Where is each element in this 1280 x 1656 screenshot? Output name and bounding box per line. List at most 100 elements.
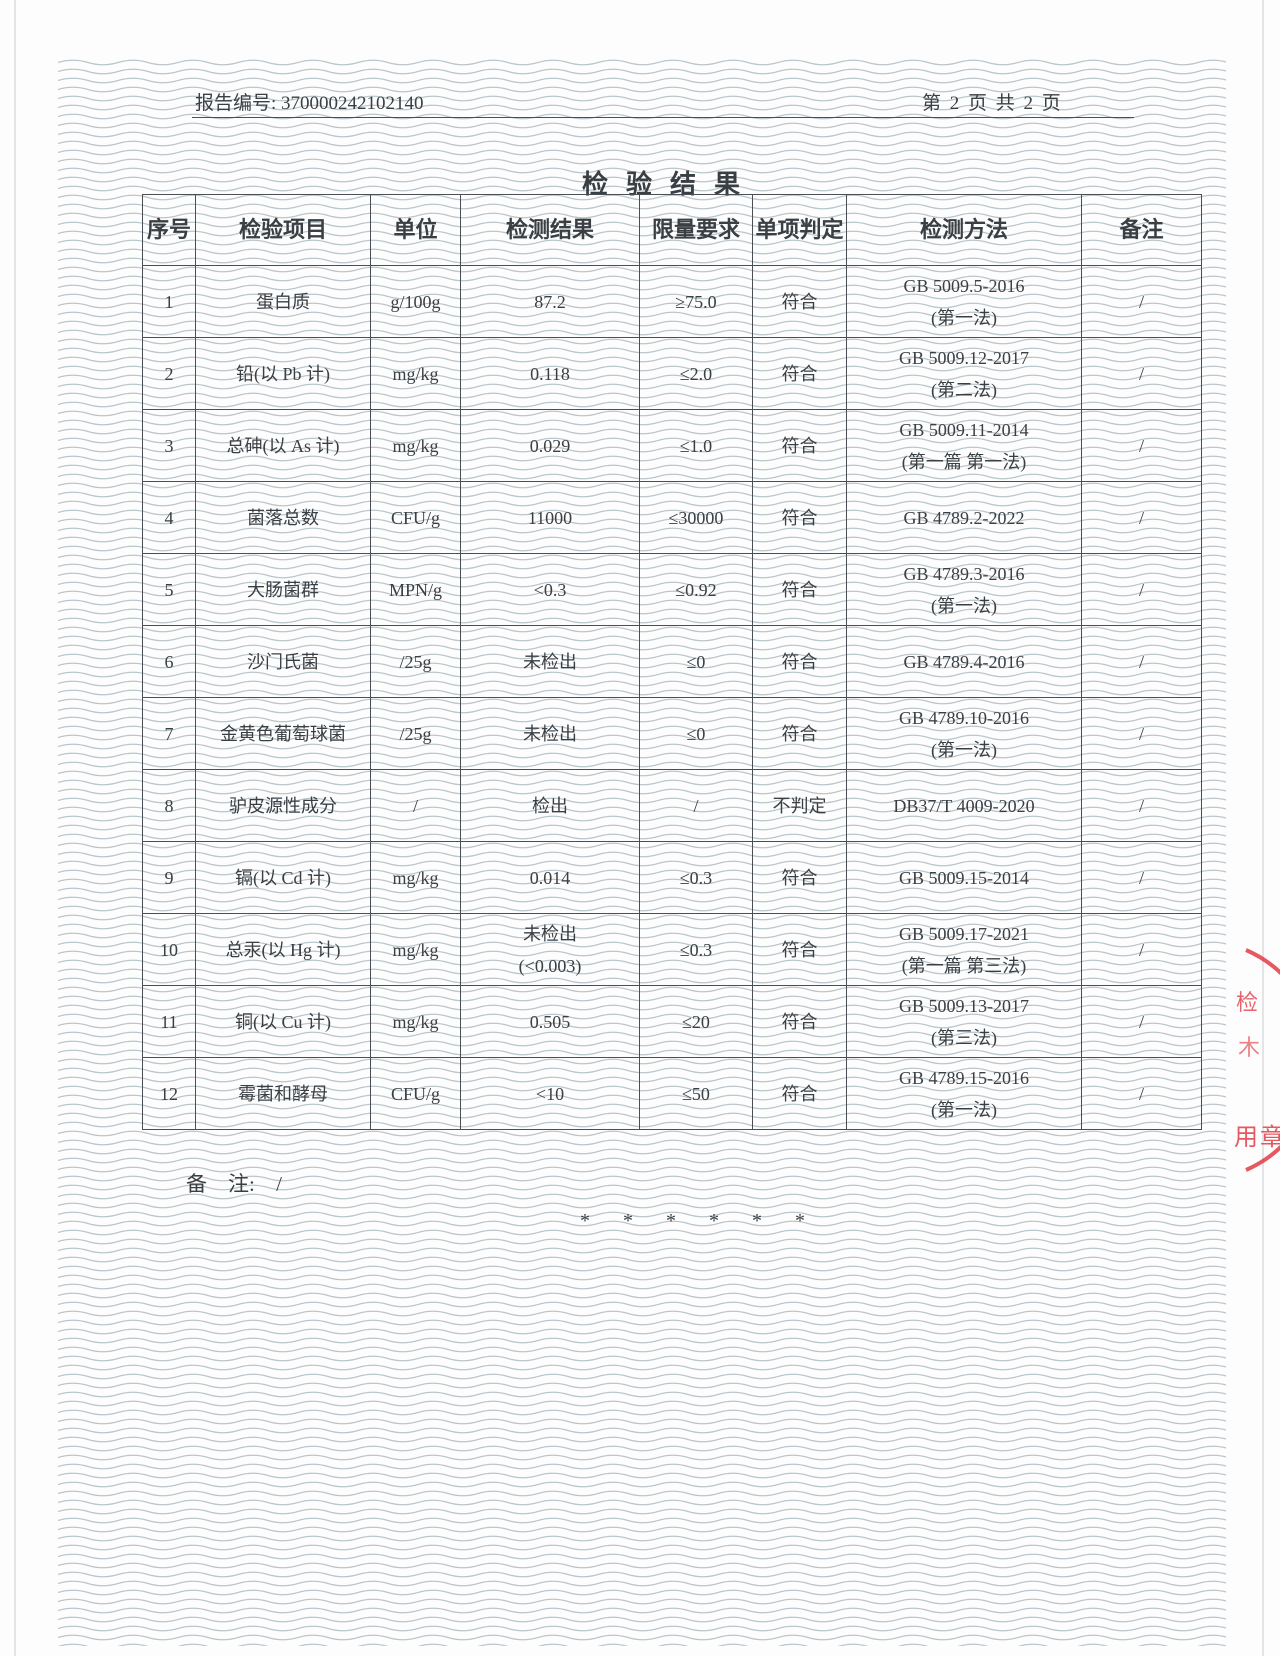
cell-unit: CFU/g [370, 1057, 461, 1130]
cell-verdict-text: 符合 [781, 435, 818, 456]
column-header: 检测结果 [460, 194, 640, 266]
cell-verdict-text: 符合 [781, 1083, 818, 1104]
results-table: 序号 检验项目 单位 检测结果 限量要求 单项判定 检测方法 备注 1 蛋白质 g/100g 87.… [142, 194, 1202, 1130]
cell-no-text: 10 [160, 939, 178, 960]
cell-remark: / [1081, 697, 1202, 770]
cell-result-text: 0.118 [530, 363, 570, 384]
svg-text:木: 木 [1238, 1035, 1260, 1060]
cell-method-line2: (第一篇 第一法) [901, 451, 1027, 472]
cell-limit: ≤0 [639, 625, 753, 698]
cell-result: 检出 [460, 769, 640, 842]
cell-no: 1 [142, 265, 196, 338]
cell-remark-text: / [1138, 1083, 1144, 1104]
cell-remark-text: / [1138, 795, 1144, 816]
cell-unit-text: /25g [399, 723, 432, 744]
cell-unit: /25g [370, 625, 461, 698]
cell-no-text: 11 [160, 1011, 178, 1032]
cell-method: DB37/T 4009-2020 [846, 769, 1082, 842]
cell-method-line2: (第二法) [931, 379, 997, 400]
cell-unit: /25g [370, 697, 461, 770]
table-row: 10 总汞(以 Hg 计) mg/kg 未检出 (<0.003) ≤0.3 符合 GB 500… [142, 913, 1202, 986]
official-seal-stamp: 检 木 用 章 [1234, 948, 1280, 1172]
cell-remark: / [1081, 409, 1202, 482]
cell-item: 菌落总数 [195, 481, 371, 554]
cell-item-text: 铜(以 Cu 计) [235, 1011, 331, 1032]
table-row: 11 铜(以 Cu 计) mg/kg 0.505 ≤20 符合 GB 5009.13-201… [142, 985, 1202, 1058]
cell-method-text: GB 4789.10-2016 [899, 707, 1029, 728]
cell-no-text: 2 [164, 363, 174, 384]
cell-unit-text: CFU/g [390, 507, 441, 528]
scan-edge-right [1262, 0, 1264, 1656]
notes: 备 注: / [186, 1168, 282, 1198]
cell-method-text: GB 5009.11-2014 [899, 419, 1029, 440]
cell-limit: / [639, 769, 753, 842]
cell-method-line2: (第三法) [931, 1027, 997, 1048]
cell-unit: CFU/g [370, 481, 461, 554]
cell-unit: mg/kg [370, 913, 461, 986]
cell-no: 3 [142, 409, 196, 482]
cell-result-text: 未检出 [523, 923, 577, 944]
cell-method: GB 5009.13-2017 (第三法) [846, 985, 1082, 1058]
svg-text:用: 用 [1234, 1125, 1258, 1151]
cell-remark: / [1081, 913, 1202, 986]
cell-remark: / [1081, 985, 1202, 1058]
cell-method: GB 5009.11-2014 (第一篇 第一法) [846, 409, 1082, 482]
table-row: 5 大肠菌群 MPN/g <0.3 ≤0.92 符合 GB 4789.3-2016 (第一法)… [142, 553, 1202, 626]
cell-item-text: 金黄色葡萄球菌 [220, 723, 346, 744]
cell-result: <10 [460, 1057, 640, 1130]
svg-text:检: 检 [1236, 990, 1258, 1015]
cell-method-text: GB 4789.3-2016 [903, 563, 1025, 584]
cell-method-text: GB 5009.17-2021 [899, 923, 1029, 944]
cell-remark-text: / [1138, 435, 1144, 456]
cell-remark-text: / [1138, 1011, 1144, 1032]
cell-item: 驴皮源性成分 [195, 769, 371, 842]
cell-limit: ≤0.3 [639, 841, 753, 914]
cell-unit: mg/kg [370, 841, 461, 914]
cell-verdict-text: 符合 [781, 291, 818, 312]
cell-no-text: 4 [164, 507, 174, 528]
cell-unit-text: mg/kg [392, 435, 439, 456]
cell-unit-text: mg/kg [392, 867, 439, 888]
scan-edge-left [14, 0, 16, 1656]
cell-limit-text: / [693, 795, 699, 816]
cell-method: GB 5009.5-2016 (第一法) [846, 265, 1082, 338]
cell-verdict: 符合 [752, 913, 847, 986]
header-divider [192, 117, 1134, 118]
cell-result-text: 未检出 [523, 651, 577, 672]
cell-remark: / [1081, 265, 1202, 338]
cell-method-text: GB 5009.15-2014 [899, 867, 1029, 888]
cell-remark: / [1081, 625, 1202, 698]
cell-limit-text: ≤0 [686, 723, 706, 744]
cell-remark: / [1081, 337, 1202, 410]
cell-unit: mg/kg [370, 985, 461, 1058]
cell-item: 铅(以 Pb 计) [195, 337, 371, 410]
cell-remark-text: / [1138, 651, 1144, 672]
cell-limit: ≤1.0 [639, 409, 753, 482]
cell-verdict-text: 符合 [781, 867, 818, 888]
cell-method-text: GB 4789.2-2022 [903, 507, 1025, 528]
cell-item-text: 菌落总数 [247, 507, 319, 528]
cell-remark-text: / [1138, 507, 1144, 528]
cell-method: GB 4789.3-2016 (第一法) [846, 553, 1082, 626]
cell-unit: / [370, 769, 461, 842]
cell-limit-text: ≤30000 [668, 507, 724, 528]
cell-limit-text: ≤50 [682, 1083, 710, 1104]
cell-item: 大肠菌群 [195, 553, 371, 626]
cell-method: GB 4789.4-2016 [846, 625, 1082, 698]
cell-limit-text: ≤0 [686, 651, 706, 672]
table-row: 2 铅(以 Pb 计) mg/kg 0.118 ≤2.0 符合 GB 5009.12-201… [142, 337, 1202, 410]
cell-item: 铜(以 Cu 计) [195, 985, 371, 1058]
cell-verdict: 符合 [752, 265, 847, 338]
cell-method-line2: (第一法) [931, 595, 997, 616]
cell-no-text: 1 [164, 291, 174, 312]
cell-item: 霉菌和酵母 [195, 1057, 371, 1130]
cell-limit: ≤30000 [639, 481, 753, 554]
cell-item-text: 总汞(以 Hg 计) [225, 939, 341, 960]
cell-item: 镉(以 Cd 计) [195, 841, 371, 914]
column-header: 限量要求 [639, 194, 753, 266]
cell-verdict-text: 符合 [781, 579, 818, 600]
svg-text:章: 章 [1260, 1124, 1280, 1151]
cell-method-text: GB 4789.4-2016 [903, 651, 1025, 672]
cell-no: 5 [142, 553, 196, 626]
column-header: 备注 [1081, 194, 1202, 266]
